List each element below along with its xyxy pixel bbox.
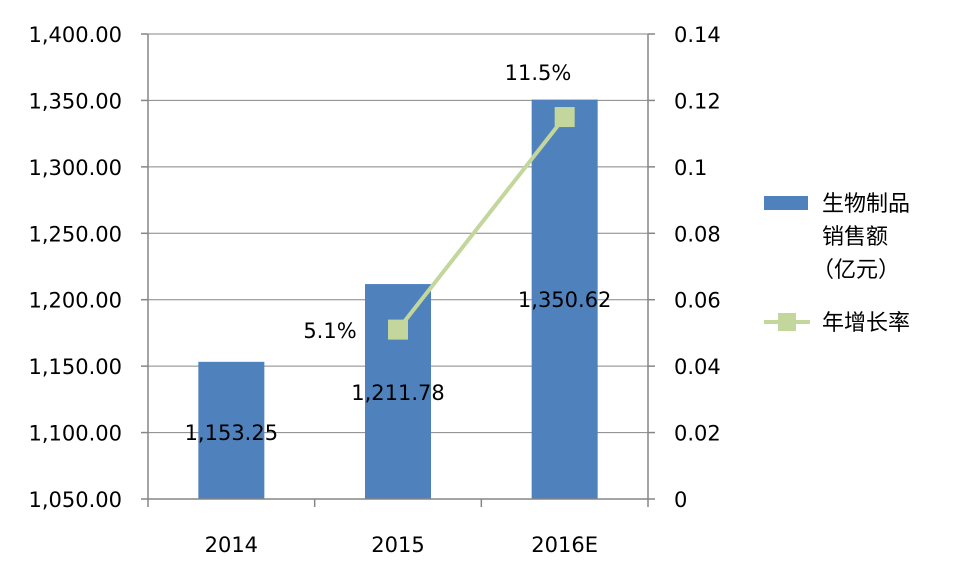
growth-rate-marker-2016E — [554, 107, 575, 128]
legend-line-marker — [778, 313, 796, 331]
left-tick-label: 1,350.00 — [28, 89, 122, 113]
growth-rate-line — [396, 115, 567, 331]
line-series — [388, 107, 575, 340]
category-label: 2015 — [371, 533, 424, 557]
category-label: 2016E — [531, 533, 598, 557]
legend-bar-swatch — [764, 196, 808, 210]
growth-rate-label: 5.1% — [303, 319, 356, 343]
left-tick-label: 1,100.00 — [28, 422, 122, 446]
right-axis-ticks: 0 0.02 0.04 0.06 0.08 0.1 0.12 0.14 — [648, 23, 721, 512]
left-tick-label: 1,300.00 — [28, 156, 122, 180]
left-tick-label: 1,400.00 — [28, 23, 122, 47]
axes — [147, 34, 649, 507]
legend-label-line: （亿元） — [812, 258, 900, 283]
right-tick-label: 0.1 — [674, 156, 707, 180]
legend-label-line: 销售额 — [822, 225, 888, 250]
left-tick-label: 1,050.00 — [28, 488, 122, 512]
legend-label-line: 生物制品 — [822, 192, 910, 217]
left-tick-label: 1,200.00 — [28, 289, 122, 313]
right-tick-label: 0.08 — [674, 222, 721, 246]
left-axis-ticks: 1,050.00 1,100.00 1,150.00 1,200.00 1,250.00… — [28, 23, 148, 512]
right-tick-label: 0.02 — [674, 422, 721, 446]
data-labels: 1,153.25 1,211.78 1,350.62 5.1% 11.5% — [185, 61, 612, 445]
bar-value-label: 1,153.25 — [185, 421, 279, 445]
left-tick-label: 1,150.00 — [28, 355, 122, 379]
left-tick-label: 1,250.00 — [28, 222, 122, 246]
right-tick-label: 0.04 — [674, 355, 721, 379]
legend-label-line: 年增长率 — [822, 311, 910, 336]
growth-rate-label: 11.5% — [505, 61, 572, 85]
right-tick-label: 0.14 — [674, 23, 721, 47]
bar-2014 — [198, 361, 265, 499]
category-label: 2014 — [205, 533, 258, 557]
right-tick-label: 0.12 — [674, 89, 721, 113]
bar-value-label: 1,350.62 — [518, 288, 612, 312]
category-axis-labels: 2014 2015 2016E — [205, 533, 598, 557]
right-tick-label: 0.06 — [674, 289, 721, 313]
bar-value-label: 1,211.78 — [351, 381, 445, 405]
right-tick-label: 0 — [674, 488, 687, 512]
growth-rate-marker-2015 — [388, 319, 408, 340]
bar-2016E — [531, 99, 598, 499]
